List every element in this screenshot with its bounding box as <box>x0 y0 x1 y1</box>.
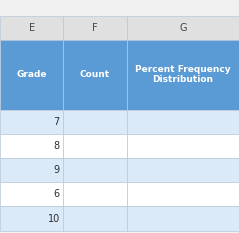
Text: G: G <box>179 23 187 33</box>
Text: 8: 8 <box>54 141 60 151</box>
Bar <box>0 158 63 182</box>
Bar <box>127 134 239 158</box>
Bar <box>127 40 239 110</box>
Bar <box>63 206 127 231</box>
Bar <box>0 16 63 40</box>
Text: E: E <box>29 23 35 33</box>
Bar <box>0 40 63 110</box>
Bar <box>0 182 63 206</box>
Text: Percent Frequency
Distribution: Percent Frequency Distribution <box>135 65 231 84</box>
Bar <box>0 110 63 134</box>
Text: 6: 6 <box>54 189 60 199</box>
Text: 9: 9 <box>54 165 60 175</box>
Bar <box>63 40 127 110</box>
Bar <box>127 158 239 182</box>
Text: Count: Count <box>80 70 110 79</box>
Text: 10: 10 <box>48 214 60 223</box>
Bar <box>127 110 239 134</box>
Text: F: F <box>92 23 98 33</box>
Bar <box>127 182 239 206</box>
Bar <box>127 16 239 40</box>
Bar <box>127 206 239 231</box>
Bar <box>0 206 63 231</box>
Text: Grade: Grade <box>16 70 47 79</box>
Text: 7: 7 <box>54 117 60 127</box>
Bar <box>63 182 127 206</box>
Bar <box>0 134 63 158</box>
Bar <box>63 16 127 40</box>
Bar <box>63 158 127 182</box>
Bar <box>63 134 127 158</box>
Bar <box>63 110 127 134</box>
